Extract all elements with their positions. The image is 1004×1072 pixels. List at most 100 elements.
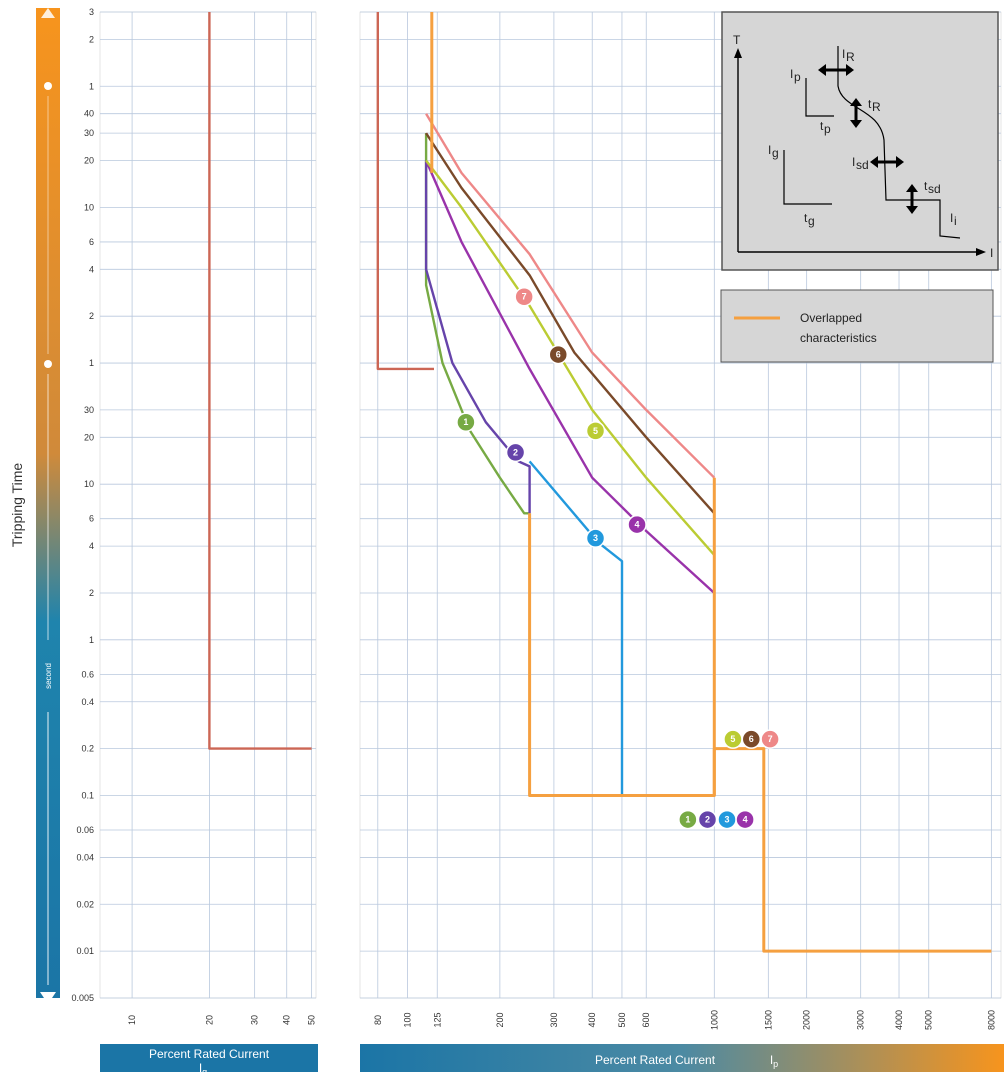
inset-label-isd: I xyxy=(852,155,855,169)
marker-label: 1 xyxy=(685,815,690,825)
x-tick-label: 10 xyxy=(127,1015,137,1025)
y-tick-label: 0.01 xyxy=(76,946,94,956)
x-tick-label: 4000 xyxy=(894,1010,904,1030)
inset-label-tsd: t xyxy=(924,179,928,193)
x-tick-label: 20 xyxy=(204,1015,214,1025)
right-x-tick-labels: 80 100 125 200 300 400 500 600 1000 1500 2000 3000 4… xyxy=(373,1010,997,1030)
left-x-tick-labels: 10 20 30 40 50 xyxy=(127,1015,317,1025)
y-tick-label: 6 xyxy=(89,237,94,247)
x-tick-label: 5000 xyxy=(924,1010,934,1030)
inset-label-ir: I xyxy=(842,47,845,61)
x-tick-label: 1000 xyxy=(709,1010,719,1030)
inset-label-ii: I xyxy=(950,211,953,225)
inset-label-ip: I xyxy=(790,67,793,81)
right-x-axis-bar: Percent Rated Current Ip xyxy=(360,1044,1004,1072)
left-panel xyxy=(99,11,317,999)
inset-label-tsd-sub: sd xyxy=(928,182,941,196)
marker-label: 2 xyxy=(705,815,710,825)
x-tick-label: 30 xyxy=(250,1015,260,1025)
inset-label-ip-sub: p xyxy=(794,70,801,84)
left-x-axis-bar: Percent Rated Current Ig xyxy=(100,1044,318,1072)
y-tick-label: 0.4 xyxy=(81,697,94,707)
inset-label-tp: t xyxy=(820,119,824,133)
inset-curve-sd xyxy=(837,46,961,239)
marker-circle xyxy=(548,344,569,365)
y-tick-label: 0.2 xyxy=(81,744,94,754)
inset-i-axis: I xyxy=(990,246,993,260)
x-tick-label: 50 xyxy=(307,1015,317,1025)
y-tick-label: 1 xyxy=(89,81,94,91)
marker-label: 7 xyxy=(768,734,773,744)
marker-label: 3 xyxy=(724,815,729,825)
right-x-axis-symbol-main: I xyxy=(770,1053,773,1067)
x-tick-label: 100 xyxy=(403,1012,413,1027)
y-tick-label: 0.06 xyxy=(76,825,94,835)
legend: Overlapped characteristics xyxy=(720,289,994,363)
marker-circle xyxy=(735,809,755,830)
inset-arrow-tr xyxy=(850,98,862,128)
inset-curve-long xyxy=(805,78,834,117)
inset-label-ii-sub: i xyxy=(954,214,957,228)
series-line-3 xyxy=(528,460,624,796)
x-tick-label: 600 xyxy=(641,1012,651,1027)
marker-label: 5 xyxy=(593,426,598,436)
y-tick-label: 2 xyxy=(89,311,94,321)
inset-t-axis: T xyxy=(733,33,741,47)
y-tick-label: 2 xyxy=(89,34,94,44)
x-tick-label: 1500 xyxy=(763,1010,773,1030)
marker-circle xyxy=(585,528,606,548)
y-tick-label: 10 xyxy=(84,479,94,489)
y-tick-label: 0.1 xyxy=(81,790,94,800)
inset-diagram: T I I R I p t R t p I g I sd t sd t g I … xyxy=(721,11,999,271)
marker-label: 2 xyxy=(513,447,518,457)
y-tick-label: 4 xyxy=(89,264,94,274)
left-x-axis-symbol-sub: g xyxy=(202,1067,207,1072)
y-axis-title: Tripping Time xyxy=(9,463,25,548)
x-tick-label: 125 xyxy=(432,1012,442,1027)
inset-label-tr: t xyxy=(868,97,872,111)
marker-circle xyxy=(627,514,647,535)
series-line-2 xyxy=(424,160,531,514)
marker-circle xyxy=(505,442,526,463)
right-series xyxy=(376,12,992,953)
x-tick-label: 3000 xyxy=(856,1010,866,1030)
x-tick-label: 40 xyxy=(282,1015,292,1025)
marker-circle xyxy=(697,809,718,830)
x-tick-label: 80 xyxy=(373,1015,383,1025)
marker-circle xyxy=(760,729,780,749)
y-tick-label: 1 xyxy=(89,358,94,368)
series-line-6 xyxy=(425,132,716,515)
left-x-axis-title: Percent Rated Current xyxy=(149,1047,270,1061)
series-line-7 xyxy=(425,113,716,479)
inset-arrow-isd xyxy=(870,156,904,168)
y-tick-label: 20 xyxy=(84,156,94,166)
marker-label: 6 xyxy=(749,734,754,744)
inset-label-isd-sub: sd xyxy=(856,158,869,172)
y-tick-label: 6 xyxy=(89,514,94,524)
series-line-ground xyxy=(208,12,312,750)
y-tick-label: 1 xyxy=(89,635,94,645)
marker-circle xyxy=(678,809,698,830)
x-tick-label: 300 xyxy=(549,1012,559,1027)
series-line-red xyxy=(376,12,434,371)
y-tick-label: 3 xyxy=(89,7,94,17)
x-tick-label: 400 xyxy=(587,1012,597,1027)
x-tick-label: 8000 xyxy=(986,1010,996,1030)
y-tick-label: 0.02 xyxy=(76,899,94,909)
y-tick-labels: 3 2 1 40 30 20 10 6 4 2 1 30 20 10 6 4 2 1 0.6 0.4 0.2 0.1 0.0… xyxy=(71,7,94,1003)
marker-circle xyxy=(514,286,534,307)
inset-label-ig-sub: g xyxy=(772,146,779,160)
marker-circle xyxy=(741,729,762,749)
y-unit-label: second xyxy=(44,663,53,689)
inset-label-tr-sub: R xyxy=(872,100,881,114)
y-axis-bar: second xyxy=(36,8,60,1004)
right-x-axis-symbol: Ip xyxy=(770,1053,778,1069)
legend-text-2: characteristics xyxy=(800,331,877,345)
y-tick-label: 4 xyxy=(89,541,94,551)
inset-label-ir-sub: R xyxy=(846,50,855,64)
inset-label-tg: t xyxy=(804,211,808,225)
inset-label-tp-sub: p xyxy=(824,122,831,136)
right-x-axis-title: Percent Rated Current xyxy=(595,1053,716,1067)
left-x-axis-symbol-main: I xyxy=(199,1061,202,1072)
